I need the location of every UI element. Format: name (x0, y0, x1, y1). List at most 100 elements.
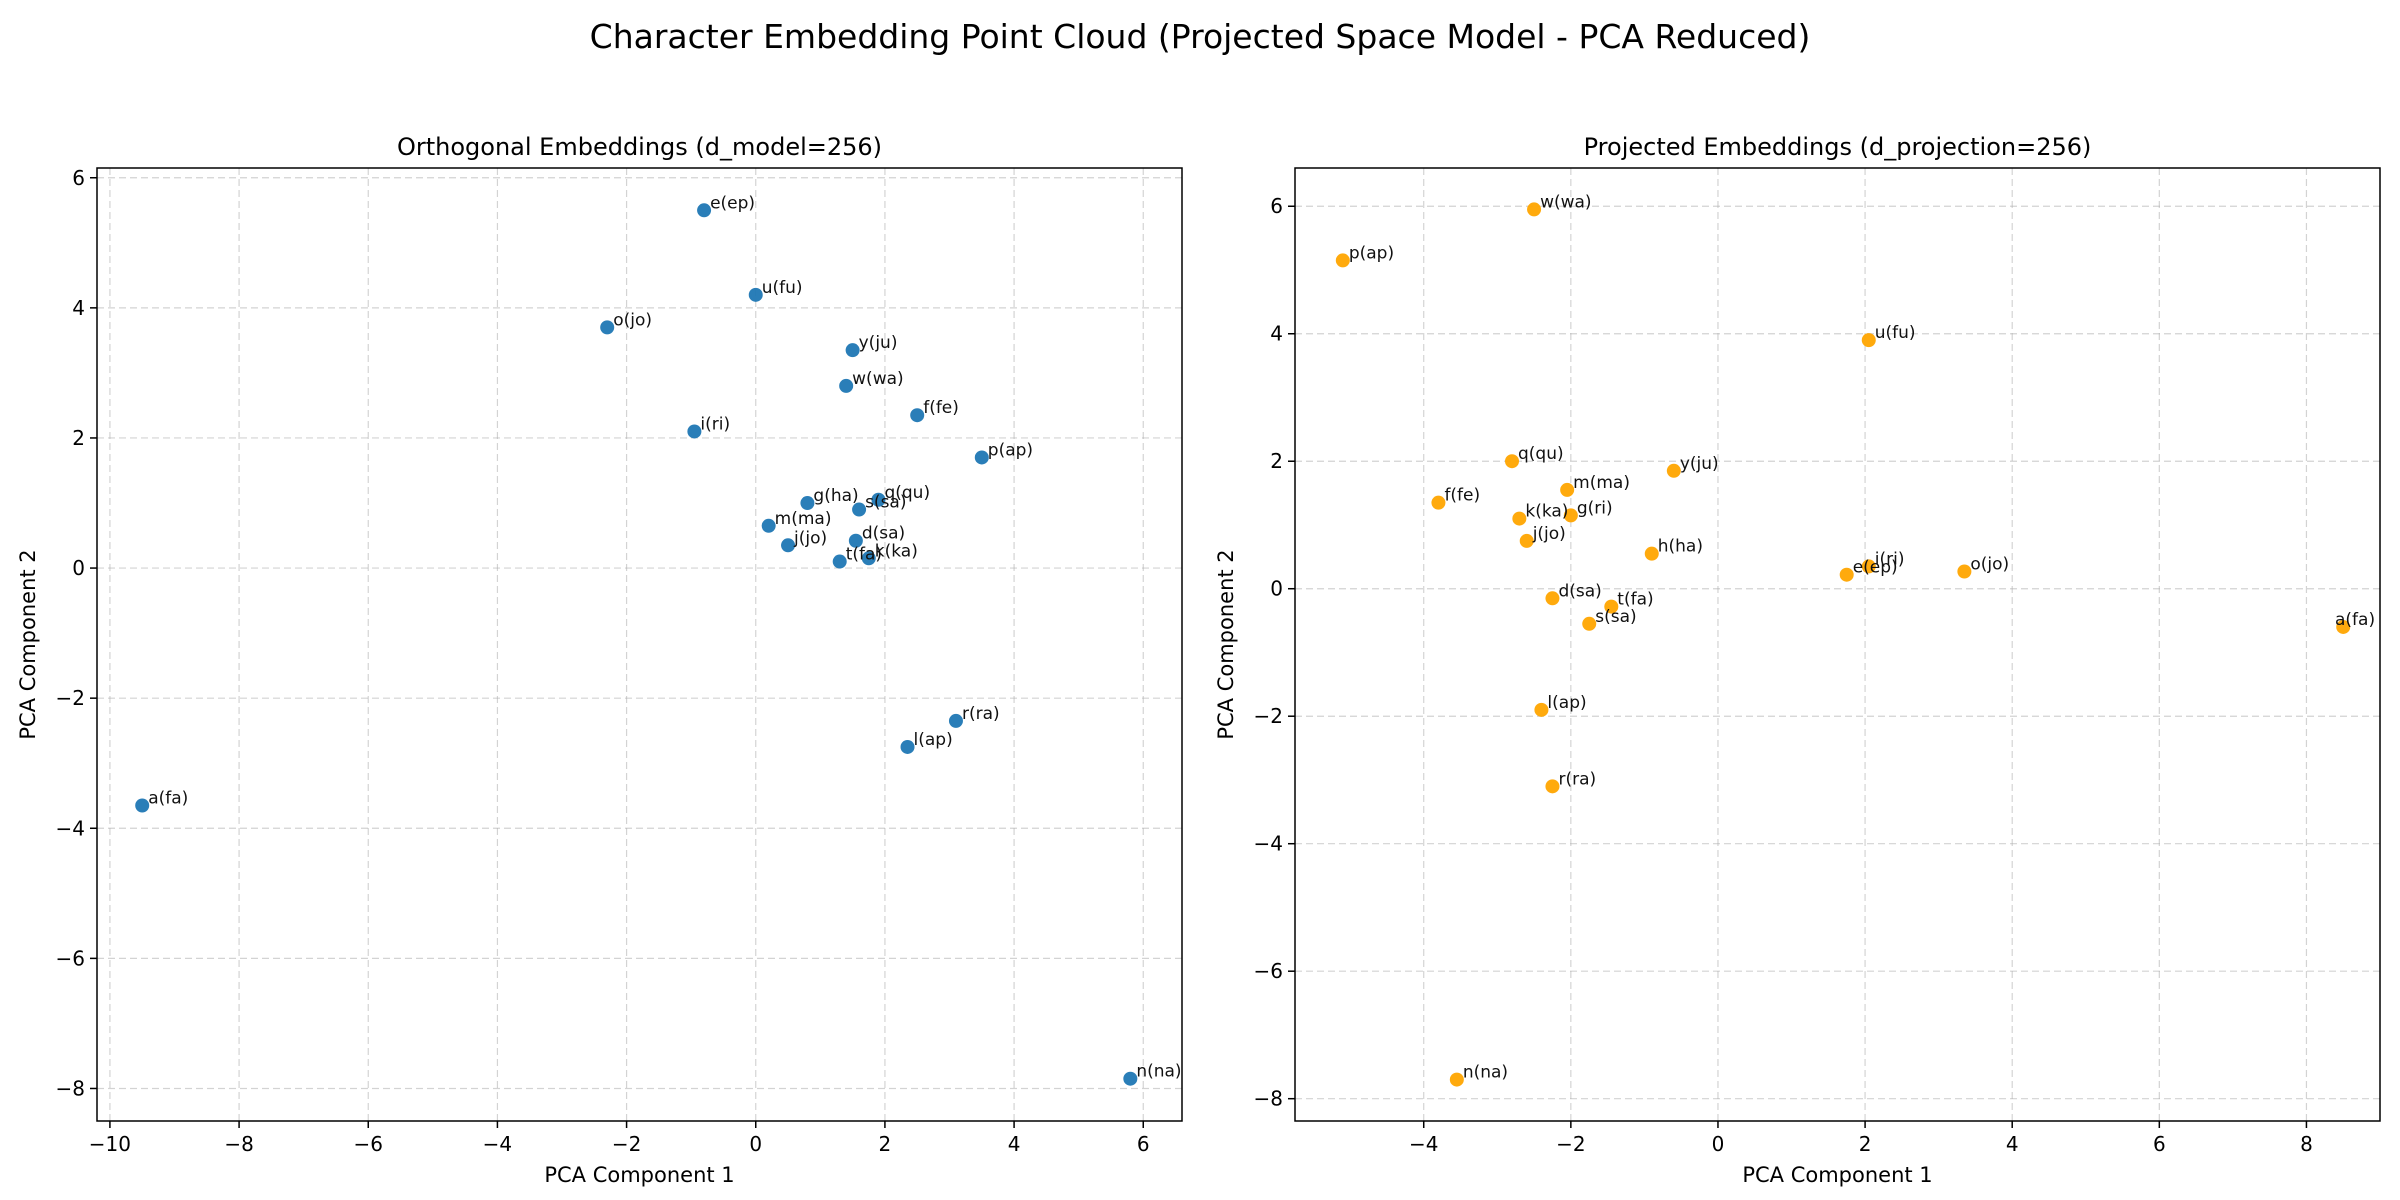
projected-x-tick-label: 4 (2006, 1132, 2019, 1156)
orthogonal-point-label: g(ha) (813, 486, 858, 506)
projected-ticks: −4 −2 0 2 4 6 8 −8 −6 −4 −2 0 2 4 6 (1254, 194, 2313, 1156)
projected-x-axis-label: PCA Component 1 (1742, 1163, 1932, 1187)
orthogonal-point (974, 450, 989, 465)
projected-axes-title: Projected Embeddings (d_projection=256) (1584, 133, 2092, 161)
projected-point-label: a(fa) (2335, 610, 2375, 630)
projected-point (1839, 567, 1854, 582)
orthogonal-x-tick-label: 6 (1137, 1132, 1150, 1156)
projected-point (1527, 202, 1542, 217)
orthogonal-point (1123, 1071, 1138, 1086)
orthogonal-point (861, 551, 876, 566)
orthogonal-point-label: e(ep) (710, 193, 755, 213)
orthogonal-point (687, 424, 702, 439)
projected-point (1431, 495, 1446, 510)
orthogonal-point-label: t(fa) (846, 545, 882, 565)
orthogonal-point-labels: e(ep) u(fu) o(jo) y(ju) w(wa) f(fe) i(ri) p(ap)… (148, 193, 1181, 1081)
orthogonal-point (600, 320, 615, 335)
projected-point (1604, 599, 1619, 614)
orthogonal-point (845, 343, 860, 358)
projected-point-label: o(jo) (1970, 555, 2009, 575)
projected-point (1519, 533, 1534, 548)
projected-point-label: i(ri) (1875, 549, 1905, 569)
projected-point-label: s(sa) (1595, 607, 1636, 627)
orthogonal-x-tick-label: 4 (1008, 1132, 1021, 1156)
projected-point-label: e(ep) (1853, 558, 1898, 578)
orthogonal-y-tick-label: 2 (72, 426, 85, 450)
orthogonal-point-label: f(fe) (923, 398, 959, 418)
projected-point-label: h(ha) (1658, 537, 1703, 557)
projected-x-tick-label: 0 (1712, 1132, 1725, 1156)
projected-point-label: n(na) (1463, 1063, 1508, 1083)
projected-y-tick-label: 4 (1270, 322, 1283, 346)
projected-x-tick-label: −2 (1556, 1132, 1585, 1156)
projected-y-tick-label: 2 (1270, 449, 1283, 473)
orthogonal-x-tick-label: −8 (224, 1132, 253, 1156)
orthogonal-point-label: d(sa) (862, 524, 905, 544)
orthogonal-point (839, 378, 854, 393)
orthogonal-point (871, 492, 886, 507)
projected-point-label: l(ap) (1547, 693, 1586, 713)
orthogonal-y-tick-label: −2 (56, 686, 85, 710)
projected-point (2336, 619, 2351, 634)
projected-point-label: r(ra) (1558, 769, 1596, 789)
orthogonal-x-tick-label: −10 (89, 1132, 131, 1156)
projected-point (1563, 508, 1578, 523)
orthogonal-point-label: o(jo) (613, 310, 652, 330)
orthogonal-point-label: w(wa) (852, 369, 904, 389)
orthogonal-y-tick-label: 6 (72, 166, 85, 190)
projected-point (1560, 482, 1575, 497)
orthogonal-y-tick-label: 0 (72, 556, 85, 580)
orthogonal-ticks: −10 −8 −6 −4 −2 0 2 4 6 −8 −6 −4 −2 0 2 4 6 (56, 166, 1150, 1156)
projected-x-tick-label: 2 (1859, 1132, 1872, 1156)
projected-x-tick-label: 6 (2153, 1132, 2166, 1156)
projected-point-label: d(sa) (1558, 581, 1601, 601)
projected-point-label: k(ka) (1525, 502, 1568, 522)
orthogonal-x-tick-label: −4 (483, 1132, 512, 1156)
orthogonal-point-label: p(ap) (988, 440, 1033, 460)
figure-suptitle: Character Embedding Point Cloud (Project… (590, 17, 1811, 56)
orthogonal-point (910, 408, 925, 423)
projected-point-label: w(wa) (1540, 192, 1592, 212)
projected-point (1666, 463, 1681, 478)
projected-embeddings-axes: −4 −2 0 2 4 6 8 −8 −6 −4 −2 0 2 4 6 w(wa) p(ap) u(fu) q(qu… (1214, 133, 2381, 1187)
projected-y-tick-label: 0 (1270, 577, 1283, 601)
projected-point (1534, 702, 1549, 717)
projected-point (1861, 333, 1876, 348)
projected-point-label: m(ma) (1573, 473, 1630, 493)
projected-point (1505, 454, 1519, 469)
projected-point (1644, 546, 1659, 561)
orthogonal-point (852, 502, 867, 517)
orthogonal-y-tick-label: −6 (56, 946, 85, 970)
projected-point-label: f(fe) (1444, 486, 1480, 506)
projected-point (1545, 591, 1560, 606)
orthogonal-point-label: m(ma) (775, 509, 832, 529)
projected-point (1449, 1072, 1464, 1087)
orthogonal-x-tick-label: 2 (879, 1132, 892, 1156)
orthogonal-x-tick-label: 0 (749, 1132, 762, 1156)
orthogonal-point (781, 538, 796, 553)
orthogonal-point-label: i(ri) (700, 414, 730, 434)
projected-point-label: p(ap) (1349, 243, 1394, 263)
projected-y-tick-label: 6 (1270, 194, 1283, 218)
orthogonal-point (948, 713, 963, 728)
orthogonal-point-label: u(fu) (762, 278, 803, 298)
projected-point-label: u(fu) (1875, 323, 1916, 343)
orthogonal-points (135, 203, 1138, 1086)
orthogonal-point (900, 739, 915, 754)
orthogonal-axes-frame (96, 167, 1183, 1122)
orthogonal-point-label: a(fa) (148, 789, 188, 809)
projected-point-label: j(jo) (1532, 524, 1566, 544)
orthogonal-point-label: q(qu) (884, 483, 930, 503)
projected-y-tick-label: −2 (1254, 704, 1283, 728)
projected-y-tick-label: −4 (1254, 832, 1283, 856)
projected-point (1335, 253, 1350, 268)
projected-x-tick-label: 8 (2300, 1132, 2313, 1156)
projected-point-labels: w(wa) p(ap) u(fu) q(qu) y(ju) m(ma) f(fe) k(ka)… (1349, 192, 2375, 1082)
orthogonal-grid (97, 168, 1182, 1121)
orthogonal-point (135, 798, 150, 813)
projected-point (1545, 779, 1560, 794)
projected-grid (1295, 168, 2380, 1121)
orthogonal-point-label: k(ka) (875, 541, 918, 561)
projected-y-tick-label: −8 (1254, 1087, 1283, 1111)
